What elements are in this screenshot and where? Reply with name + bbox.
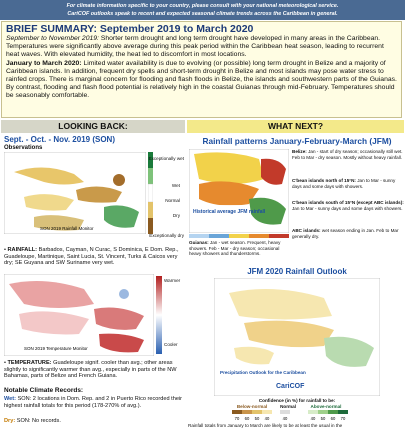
banner-line: CariCOF outlooks speak to recent and exp… [67, 11, 338, 17]
map-caption: SON 2019 Temperature Monitor [24, 346, 88, 351]
text: Barbados, Cayman, N Curac, S Dominica, E… [4, 247, 179, 267]
lead: September to November 2019: [6, 35, 99, 42]
scale-label: 70 [341, 416, 346, 421]
legend-label: Wet [171, 183, 180, 188]
legend-label: Cooler [164, 342, 178, 347]
text: Jan - start of dry season; occasionally … [292, 149, 403, 160]
temperature-bullet: • TEMPERATURE: Guadeloupe signif. cooler… [4, 360, 177, 380]
logo: CariCOF [276, 383, 305, 390]
map-caption: SON 2019 Rainfall Monitor [40, 226, 94, 231]
looking-back-header: LOOKING BACK: [1, 120, 185, 133]
scale-label: 40 [311, 416, 316, 421]
text: SON: 2 locations in Dom. Rep. and 2 in P… [4, 396, 183, 409]
legend-label: Exceptionally dry [149, 233, 184, 238]
text: Jan - wet season. Frequent, heavy shower… [189, 240, 281, 256]
record: Dry: SON: No records. [4, 418, 184, 425]
summary: BRIEF SUMMARY: September 2019 to March 2… [1, 21, 402, 118]
legend-label: Normal [165, 198, 180, 203]
summary-title: BRIEF SUMMARY: September 2019 to March 2… [6, 23, 254, 35]
rainfall-bullet: • RAINFALL: Barbados, Cayman, N Curac, S… [4, 247, 179, 267]
legend-label: Warmer [164, 278, 181, 283]
region: C'bean islands north of 15°N: Jan to Mar… [292, 178, 404, 189]
scale-label: 50 [321, 416, 326, 421]
category: Normal [280, 404, 296, 409]
label: C'bean islands south of 15°N (except ABC… [292, 200, 404, 205]
confidence-title: Confidence (in %) for rainfall to be: [258, 398, 336, 403]
category: Below-normal [236, 404, 268, 409]
footer: Rainfall totals from January to March ar… [188, 423, 343, 428]
map-title: Precipitation Outlook for the Caribbean [220, 370, 306, 375]
scale-label: 60 [245, 416, 250, 421]
scale-label: 60 [331, 416, 336, 421]
text: Shorter term drought and long term droug… [6, 35, 384, 59]
map-caption: Historical average JFM rainfall [193, 209, 266, 215]
region: Belize: Jan - start of dry season; occas… [292, 149, 404, 160]
text: Jan to Mar - sunny days and some days wi… [292, 178, 396, 189]
region: Guianas: Jan - wet season. Frequent, hea… [189, 240, 289, 257]
scale-label: 70 [235, 416, 240, 421]
what-next-header: WHAT NEXT? [187, 120, 404, 133]
section-title: Rainfall patterns January-February-March… [202, 136, 392, 146]
jfm-map: Historical average JFM rainfall [189, 149, 289, 233]
legend-label: Dry [172, 213, 180, 218]
text: Guadeloupe signif. cooler than avg.; oth… [4, 360, 177, 380]
text: Limited water availability is due to evo… [6, 59, 397, 100]
category: Above-normal [310, 404, 342, 409]
label: Wet: [4, 396, 17, 402]
outlook-title: JFM 2020 Rainfall Outlook [247, 267, 347, 276]
records-title: Notable Climate Records: [4, 387, 84, 394]
legend-bar [148, 152, 153, 234]
outlook-map: Precipitation Outlook for the Caribbean … [214, 278, 380, 396]
label: Guianas: [189, 240, 209, 245]
record: Wet: SON: 2 locations in Dom. Rep. and 2… [4, 396, 184, 409]
temperature-map: SON 2019 Temperature Monitor [4, 274, 154, 356]
jfm-scale [189, 234, 289, 238]
legend-label: Exceptionally wet [148, 156, 185, 161]
confidence-scale: 70 60 50 40 40 40 50 60 70 [232, 410, 348, 421]
summary-paragraph: September to November 2019: Shorter term… [6, 35, 397, 60]
label: ABC islands: [292, 228, 321, 233]
lead: January to March 2020: [6, 59, 82, 67]
label: Belize: [292, 149, 307, 154]
section-title: Sept. - Oct. - Nov. 2019 (SON) [4, 135, 115, 144]
region: C'bean islands south of 15°N (except ABC… [292, 200, 404, 211]
summary-paragraph: January to March 2020: Limited water ava… [6, 60, 397, 101]
scale-label: 40 [265, 416, 270, 421]
scale-label: 40 [283, 416, 288, 421]
scale-labels: 70 60 50 40 40 40 50 60 70 [235, 416, 346, 421]
label: C'bean islands north of 15°N: [292, 178, 356, 183]
banner-line: For climate information specific to your… [66, 3, 339, 9]
text: SON: No records. [15, 418, 61, 424]
text: Jan to Mar - sunny days and some days wi… [292, 205, 403, 211]
temp-legend-bar [156, 276, 162, 354]
lead: TEMPERATURE: [7, 360, 52, 366]
rainfall-map: SON 2019 Rainfall Monitor [4, 152, 146, 234]
region: ABC islands: wet season ending in Jan. F… [292, 228, 404, 239]
label: Dry: [4, 418, 16, 424]
subtitle: Observations [4, 145, 43, 151]
lead: RAINFALL: [7, 247, 38, 253]
scale-label: 50 [255, 416, 260, 421]
banner: For climate information specific to your… [0, 0, 405, 20]
text: wet season ending in Jan. Feb to Mar gen… [292, 228, 399, 239]
